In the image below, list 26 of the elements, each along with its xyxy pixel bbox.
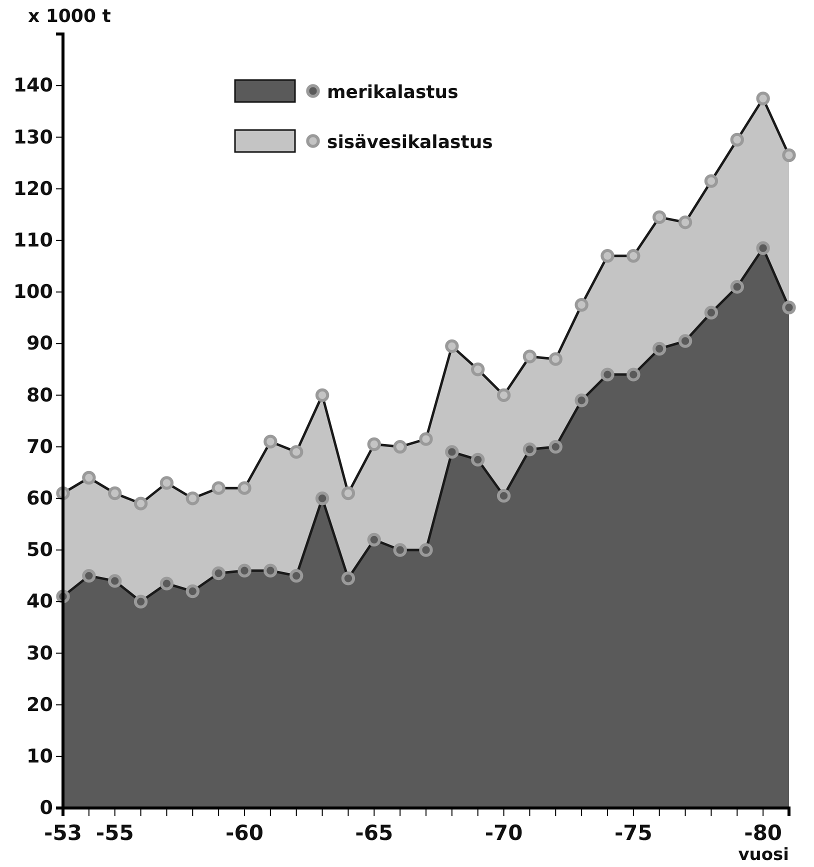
y-tick-label: 40 xyxy=(26,590,53,613)
x-tick-label: -75 xyxy=(614,821,652,845)
y-tick-label: 140 xyxy=(13,74,53,97)
x-tick-label: -60 xyxy=(226,821,264,845)
y-tick-label: 90 xyxy=(26,332,53,355)
y-axis-title: x 1000 t xyxy=(28,6,112,27)
x-tick-label: -53 xyxy=(44,821,82,845)
x-axis-title: vuosi xyxy=(738,845,789,865)
y-tick-label: 100 xyxy=(13,281,53,304)
y-tick-label: 80 xyxy=(26,384,53,406)
y-tick-label: 50 xyxy=(26,539,53,562)
y-tick-label: 70 xyxy=(26,436,53,458)
y-tick-label: 120 xyxy=(13,178,53,200)
x-tick-label: -55 xyxy=(96,821,134,845)
y-tick-label: 30 xyxy=(26,642,53,664)
x-tick-label: -70 xyxy=(484,821,523,845)
y-tick-label: 10 xyxy=(26,745,53,768)
legend-label: sisävesikalastus xyxy=(327,132,493,153)
y-tick-label: 110 xyxy=(13,229,53,252)
y-tick-label: 130 xyxy=(13,126,53,148)
legend-label: merikalastus xyxy=(327,82,458,103)
x-tick-label: -80 xyxy=(744,821,782,845)
y-tick-label: 60 xyxy=(26,487,53,510)
x-tick-label: -65 xyxy=(355,821,394,845)
y-tick-label: 0 xyxy=(40,797,53,820)
y-tick-label: 20 xyxy=(26,694,53,716)
